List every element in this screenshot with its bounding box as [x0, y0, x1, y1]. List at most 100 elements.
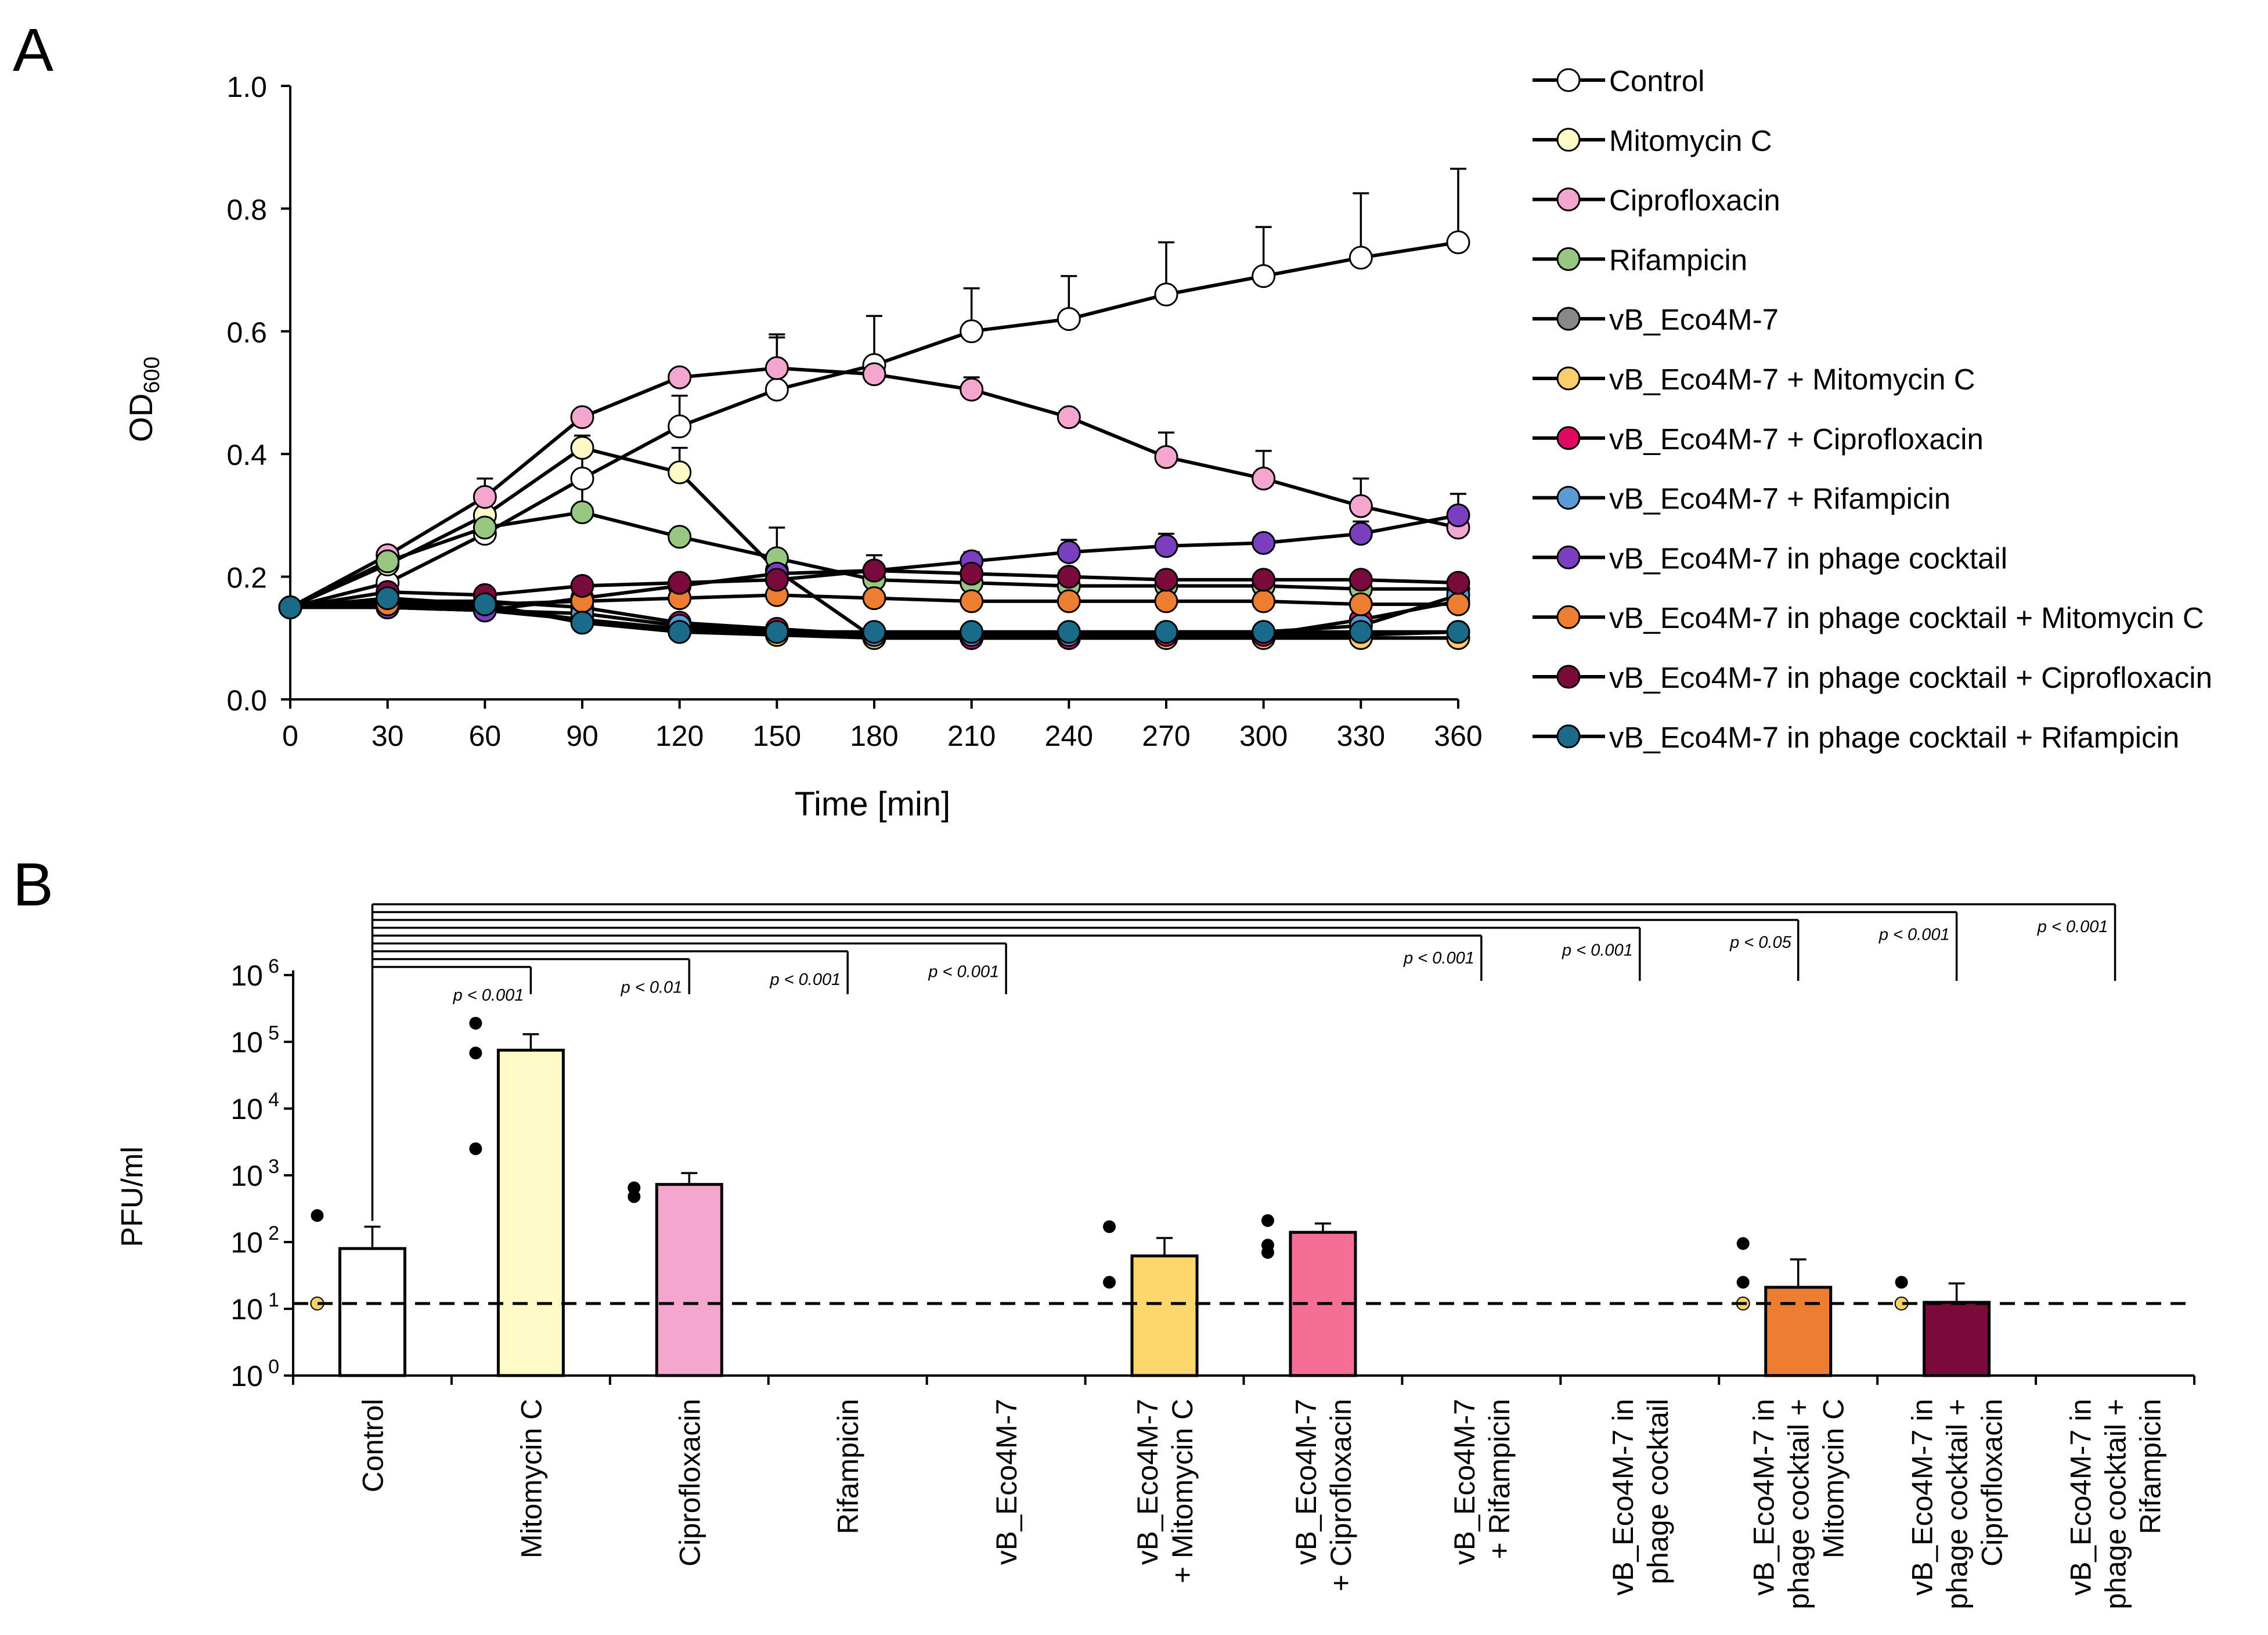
b-y-tick-base: 10	[230, 1226, 263, 1259]
b-category-label: vB_Eco4M-7 in	[1607, 1399, 1639, 1596]
a-legend-marker	[1556, 665, 1581, 689]
b-y-tick-label: 10	[230, 1026, 263, 1059]
a-data-point-11	[960, 620, 984, 644]
a-series-line-0	[290, 240, 1459, 609]
a-legend-label: vB_Eco4M-7 + Ciprofloxacin	[1609, 423, 1984, 456]
a-data-point-9	[1446, 592, 1470, 616]
a-data-point-9	[960, 589, 984, 613]
a-x-tick-label: 90	[566, 720, 598, 752]
a-x-tick-label: 240	[1045, 720, 1093, 752]
b-y-tick-base: 10	[230, 1093, 263, 1125]
a-data-point-2	[1252, 466, 1276, 490]
a-legend-label: vB_Eco4M-7 in phage cocktail + Rifampici…	[1609, 721, 2179, 754]
a-legend-marker	[1556, 545, 1581, 569]
b-y-tick-exponent: 2	[268, 1222, 279, 1244]
panel-a-label: A	[13, 16, 53, 84]
a-x-tick-label: 360	[1434, 720, 1482, 752]
a-x-axis-title: Time [min]	[795, 785, 951, 823]
a-data-point-2	[1348, 494, 1373, 518]
b-replicate-point	[311, 1209, 324, 1222]
a-x-tick-label: 0	[282, 720, 298, 752]
a-data-point-0	[570, 466, 594, 490]
b-replicate-point	[1895, 1276, 1908, 1289]
a-data-point-3	[570, 500, 594, 525]
b-category-label: + Rifampicin	[1483, 1399, 1516, 1560]
a-data-point-2	[570, 405, 594, 429]
a-x-tick-label: 150	[753, 720, 801, 752]
a-legend-marker	[1556, 724, 1581, 749]
a-data-point-8	[1154, 534, 1178, 558]
a-data-point-0	[668, 414, 692, 439]
b-y-tick-label: 10	[230, 959, 263, 992]
a-data-point-10	[1057, 565, 1081, 589]
a-legend-label: Rifampicin	[1609, 243, 1747, 276]
b-category-label: Control	[356, 1399, 389, 1492]
a-x-tick-label: 180	[850, 720, 898, 752]
a-legend-label: Mitomycin C	[1609, 124, 1772, 157]
a-data-point-9	[862, 586, 886, 611]
a-data-point-10	[765, 568, 789, 592]
b-p-value-label: p < 0.05	[1729, 933, 1791, 952]
b-category-label: phage cocktail	[1642, 1399, 1674, 1585]
a-data-point-2	[668, 365, 692, 389]
chart-b: p < 0.001 p < 0.01 p < 0.001 p < 0.001 p < 0…	[116, 903, 2195, 1609]
a-data-point-10	[1446, 571, 1470, 595]
a-data-point-3	[376, 549, 400, 573]
b-y-tick-label: 10	[230, 1293, 263, 1326]
a-y-tick-label: 1.0	[226, 71, 267, 103]
a-data-point-8	[1446, 503, 1470, 528]
a-legend-label: vB_Eco4M-7 in phage cocktail	[1609, 542, 2007, 575]
a-y-tick-label: 0.6	[226, 316, 267, 349]
b-replicate-point	[1261, 1214, 1274, 1227]
a-data-point-9	[1057, 589, 1081, 613]
b-p-value-label: p < 0.001	[769, 970, 841, 989]
b-y-tick-label: 10	[230, 1093, 263, 1125]
a-data-point-1	[668, 460, 692, 485]
a-data-point-10	[862, 558, 886, 583]
b-category-label: + Ciprofloxacin	[1325, 1399, 1357, 1591]
b-y-tick-base: 10	[230, 1160, 263, 1192]
a-data-point-10	[570, 573, 594, 598]
b-p-value-label: p < 0.01	[621, 979, 683, 997]
a-data-point-11	[1154, 620, 1178, 644]
b-bar	[1130, 1254, 1199, 1377]
a-data-point-0	[960, 319, 984, 344]
a-data-point-0	[1057, 307, 1081, 331]
b-category-label: vB_Eco4M-7	[1131, 1399, 1164, 1565]
a-y-tick-label: 0.2	[226, 562, 267, 594]
a-data-point-11	[570, 611, 594, 635]
b-replicate-point	[1103, 1276, 1116, 1289]
b-category-label: Rifampicin	[832, 1399, 864, 1534]
a-legend-marker	[1556, 128, 1581, 152]
a-data-point-11	[668, 620, 692, 644]
a-data-point-11	[1057, 620, 1081, 644]
a-y-tick-label: 0.4	[226, 439, 267, 471]
b-bar	[338, 1247, 406, 1377]
b-y-tick-exponent: 0	[268, 1356, 279, 1378]
a-data-point-0	[1252, 264, 1276, 288]
b-category-label: Rifampicin	[2134, 1399, 2167, 1534]
a-legend-label: vB_Eco4M-7 + Rifampicin	[1609, 482, 1950, 515]
b-y-tick-base: 10	[230, 1026, 263, 1059]
a-data-point-2	[960, 377, 984, 402]
a-legend-label: vB_Eco4M-7 in phage cocktail + Mitomycin…	[1609, 601, 2204, 634]
b-y-tick-exponent: 1	[268, 1289, 279, 1311]
a-data-point-10	[960, 561, 984, 586]
b-replicate-point	[628, 1181, 641, 1194]
b-y-tick-exponent: 4	[268, 1089, 279, 1111]
a-data-point-11	[278, 595, 302, 619]
a-data-point-8	[1252, 530, 1276, 555]
a-legend-marker	[1556, 247, 1581, 271]
a-legend-label: vB_Eco4M-7	[1609, 303, 1779, 336]
a-legend-label: vB_Eco4M-7 in phage cocktail + Ciproflox…	[1609, 661, 2212, 694]
a-data-point-0	[1446, 230, 1470, 255]
a-data-point-11	[473, 592, 497, 616]
b-y-tick-exponent: 3	[268, 1156, 279, 1178]
b-p-value-label: p < 0.001	[2037, 918, 2108, 936]
b-category-label: vB_Eco4M-7 in	[2065, 1399, 2097, 1596]
b-category-label: vB_Eco4M-7 in	[1906, 1399, 1939, 1596]
b-category-label: Ciprofloxacin	[673, 1399, 706, 1567]
a-data-point-10	[1154, 568, 1178, 592]
b-replicate-point	[1736, 1237, 1750, 1250]
